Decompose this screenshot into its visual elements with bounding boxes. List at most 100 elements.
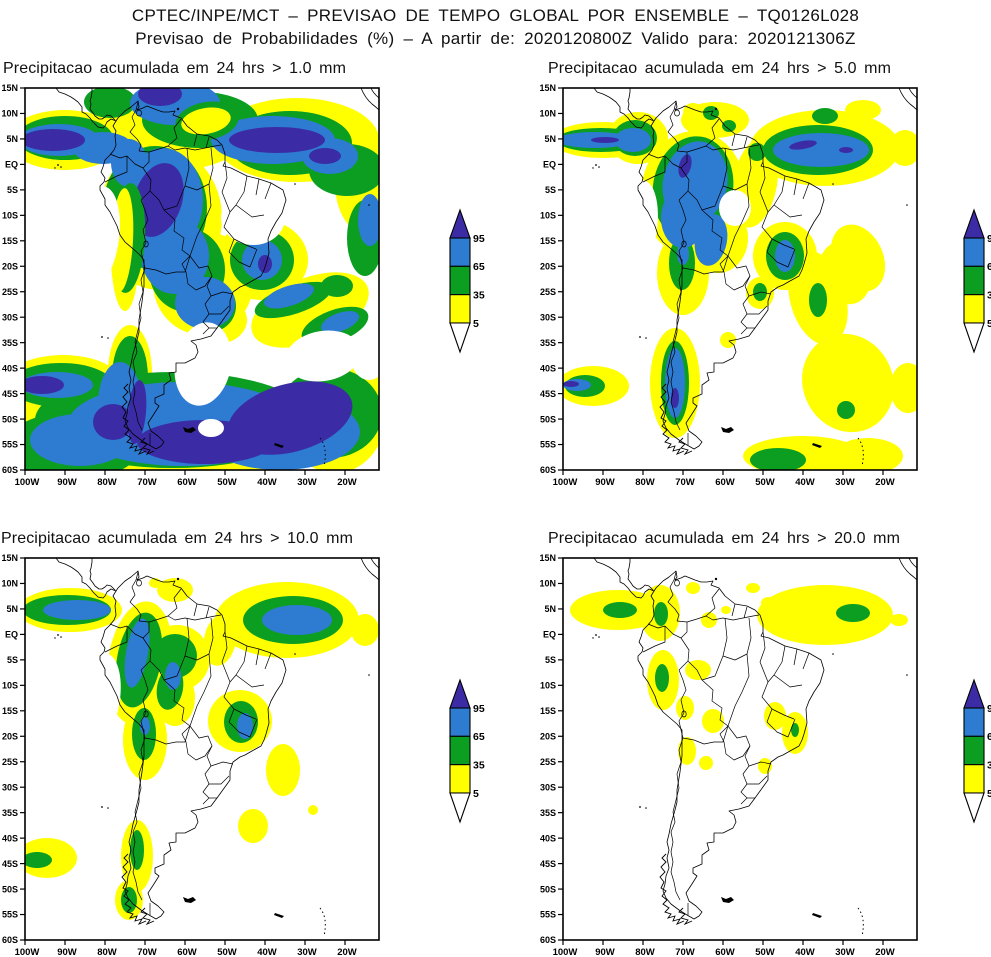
svg-text:90W: 90W xyxy=(595,477,615,487)
svg-text:35: 35 xyxy=(987,759,991,771)
svg-text:25S: 25S xyxy=(540,287,556,297)
svg-text:40S: 40S xyxy=(2,363,18,373)
lon-axis: 100W 90W 80W 70W 60W 50W 40W 30W 20W xyxy=(553,940,895,957)
svg-text:95: 95 xyxy=(473,233,485,245)
svg-text:15N: 15N xyxy=(539,553,556,563)
svg-text:90W: 90W xyxy=(57,947,77,957)
svg-text:20S: 20S xyxy=(540,731,556,741)
svg-text:40W: 40W xyxy=(795,947,815,957)
svg-text:55S: 55S xyxy=(2,440,18,450)
svg-text:50W: 50W xyxy=(217,477,237,487)
svg-text:10N: 10N xyxy=(1,109,18,119)
svg-text:60W: 60W xyxy=(177,947,197,957)
lat-axis: 15N 10N 5N EQ 5S 10S 15S 20S 25S 30S 35S 40S 45S 50S 5… xyxy=(539,553,563,945)
svg-text:35S: 35S xyxy=(2,338,18,348)
svg-text:40W: 40W xyxy=(257,947,277,957)
svg-text:35: 35 xyxy=(473,759,485,771)
svg-text:35S: 35S xyxy=(540,808,556,818)
svg-text:EQ: EQ xyxy=(5,160,18,170)
svg-text:15S: 15S xyxy=(2,236,18,246)
svg-text:60S: 60S xyxy=(540,935,556,945)
svg-text:25S: 25S xyxy=(2,287,18,297)
svg-text:15S: 15S xyxy=(540,706,556,716)
svg-text:30S: 30S xyxy=(540,312,556,322)
colorbar-legend: 95 65 35 5 xyxy=(963,208,991,354)
svg-text:25S: 25S xyxy=(540,757,556,767)
svg-text:55S: 55S xyxy=(540,440,556,450)
figure-subtitle: Previsao de Probabilidades (%) – A parti… xyxy=(135,29,856,48)
lat-axis: 15N 10N 5N EQ 5S 10S 15S 20S 25S 30S 35S 40S 45S 50S 5… xyxy=(1,553,25,945)
panel-3-title: Precipitacao acumulada em 24 hrs > 10.0 … xyxy=(1,530,354,547)
svg-text:30W: 30W xyxy=(835,477,855,487)
svg-text:5N: 5N xyxy=(6,134,18,144)
svg-text:45S: 45S xyxy=(540,859,556,869)
svg-text:65: 65 xyxy=(473,731,485,743)
panel-2-map: 15N 10N 5N EQ 5S 10S 15S 20S 25S 30S 35S 40S 45S 50S 5… xyxy=(539,83,991,487)
svg-text:20S: 20S xyxy=(540,261,556,271)
panel-2-title: Precipitacao acumulada em 24 hrs > 5.0 m… xyxy=(548,60,892,77)
svg-text:80W: 80W xyxy=(97,947,117,957)
svg-text:45S: 45S xyxy=(540,389,556,399)
svg-text:100W: 100W xyxy=(553,477,578,487)
svg-text:5: 5 xyxy=(473,318,479,330)
svg-text:15S: 15S xyxy=(540,236,556,246)
svg-text:60W: 60W xyxy=(715,947,735,957)
svg-text:70W: 70W xyxy=(675,477,695,487)
svg-text:70W: 70W xyxy=(675,947,695,957)
svg-text:65: 65 xyxy=(473,261,485,273)
svg-text:35S: 35S xyxy=(540,338,556,348)
svg-text:30W: 30W xyxy=(297,947,317,957)
svg-text:60S: 60S xyxy=(540,465,556,475)
svg-text:40S: 40S xyxy=(2,833,18,843)
map-plot xyxy=(24,557,380,941)
svg-text:100W: 100W xyxy=(15,477,40,487)
colorbar-legend: 95 65 35 5 xyxy=(449,678,485,824)
svg-text:90W: 90W xyxy=(595,947,615,957)
colorbar-legend: 95 65 35 5 xyxy=(963,678,991,824)
svg-text:100W: 100W xyxy=(553,947,578,957)
svg-text:30S: 30S xyxy=(2,312,18,322)
svg-text:20S: 20S xyxy=(2,261,18,271)
svg-text:15N: 15N xyxy=(1,553,18,563)
svg-text:10S: 10S xyxy=(540,211,556,221)
svg-text:40W: 40W xyxy=(795,477,815,487)
svg-text:5: 5 xyxy=(987,318,991,330)
map-plot xyxy=(562,87,918,471)
panel-4-map: 15N 10N 5N EQ 5S 10S 15S 20S 25S 30S 35S 40S 45S 50S 5… xyxy=(539,553,991,957)
svg-text:60W: 60W xyxy=(715,477,735,487)
svg-text:5N: 5N xyxy=(6,604,18,614)
svg-text:20W: 20W xyxy=(337,947,357,957)
svg-text:EQ: EQ xyxy=(543,630,556,640)
panel-1-map: 15N 10N 5N EQ 5S 10S 15S 20S 25S 30S 35S 40S 45S 50S 5… xyxy=(1,83,485,487)
svg-text:5S: 5S xyxy=(545,185,556,195)
svg-text:50S: 50S xyxy=(540,884,556,894)
svg-text:5N: 5N xyxy=(544,604,556,614)
svg-text:40S: 40S xyxy=(540,363,556,373)
svg-text:50W: 50W xyxy=(755,477,775,487)
svg-text:5: 5 xyxy=(473,788,479,800)
svg-text:50S: 50S xyxy=(540,414,556,424)
svg-text:60S: 60S xyxy=(2,465,18,475)
lon-axis: 100W 90W 80W 70W 60W 50W 40W 30W 20W xyxy=(553,470,895,487)
map-plot xyxy=(562,557,918,941)
svg-text:55S: 55S xyxy=(540,910,556,920)
svg-text:90W: 90W xyxy=(57,477,77,487)
svg-text:5S: 5S xyxy=(7,655,18,665)
svg-text:50W: 50W xyxy=(217,947,237,957)
svg-text:40S: 40S xyxy=(540,833,556,843)
svg-text:95: 95 xyxy=(473,703,485,715)
svg-text:20S: 20S xyxy=(2,731,18,741)
svg-text:30W: 30W xyxy=(297,477,317,487)
svg-text:5N: 5N xyxy=(544,134,556,144)
panel-3-map: 15N 10N 5N EQ 5S 10S 15S 20S 25S 30S 35S 40S 45S 50S 5… xyxy=(1,553,485,957)
svg-text:20W: 20W xyxy=(875,477,895,487)
svg-text:65: 65 xyxy=(987,731,991,743)
svg-text:10S: 10S xyxy=(540,681,556,691)
panel-1-title: Precipitacao acumulada em 24 hrs > 1.0 m… xyxy=(3,60,347,77)
svg-text:15N: 15N xyxy=(1,83,18,93)
svg-text:20W: 20W xyxy=(337,477,357,487)
svg-text:30W: 30W xyxy=(835,947,855,957)
svg-text:15N: 15N xyxy=(539,83,556,93)
svg-text:50S: 50S xyxy=(2,884,18,894)
svg-text:100W: 100W xyxy=(15,947,40,957)
